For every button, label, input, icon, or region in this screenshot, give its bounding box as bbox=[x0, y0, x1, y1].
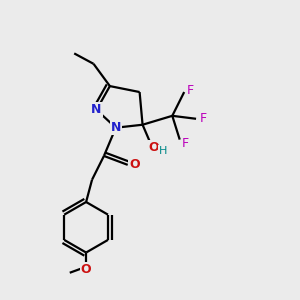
Text: F: F bbox=[187, 84, 194, 97]
Text: O: O bbox=[129, 158, 140, 171]
Text: F: F bbox=[200, 112, 207, 125]
Text: H: H bbox=[159, 146, 167, 156]
Text: O: O bbox=[81, 263, 92, 276]
Text: N: N bbox=[91, 103, 102, 116]
Text: O: O bbox=[148, 140, 159, 154]
Text: N: N bbox=[111, 121, 121, 134]
Text: F: F bbox=[182, 137, 189, 150]
